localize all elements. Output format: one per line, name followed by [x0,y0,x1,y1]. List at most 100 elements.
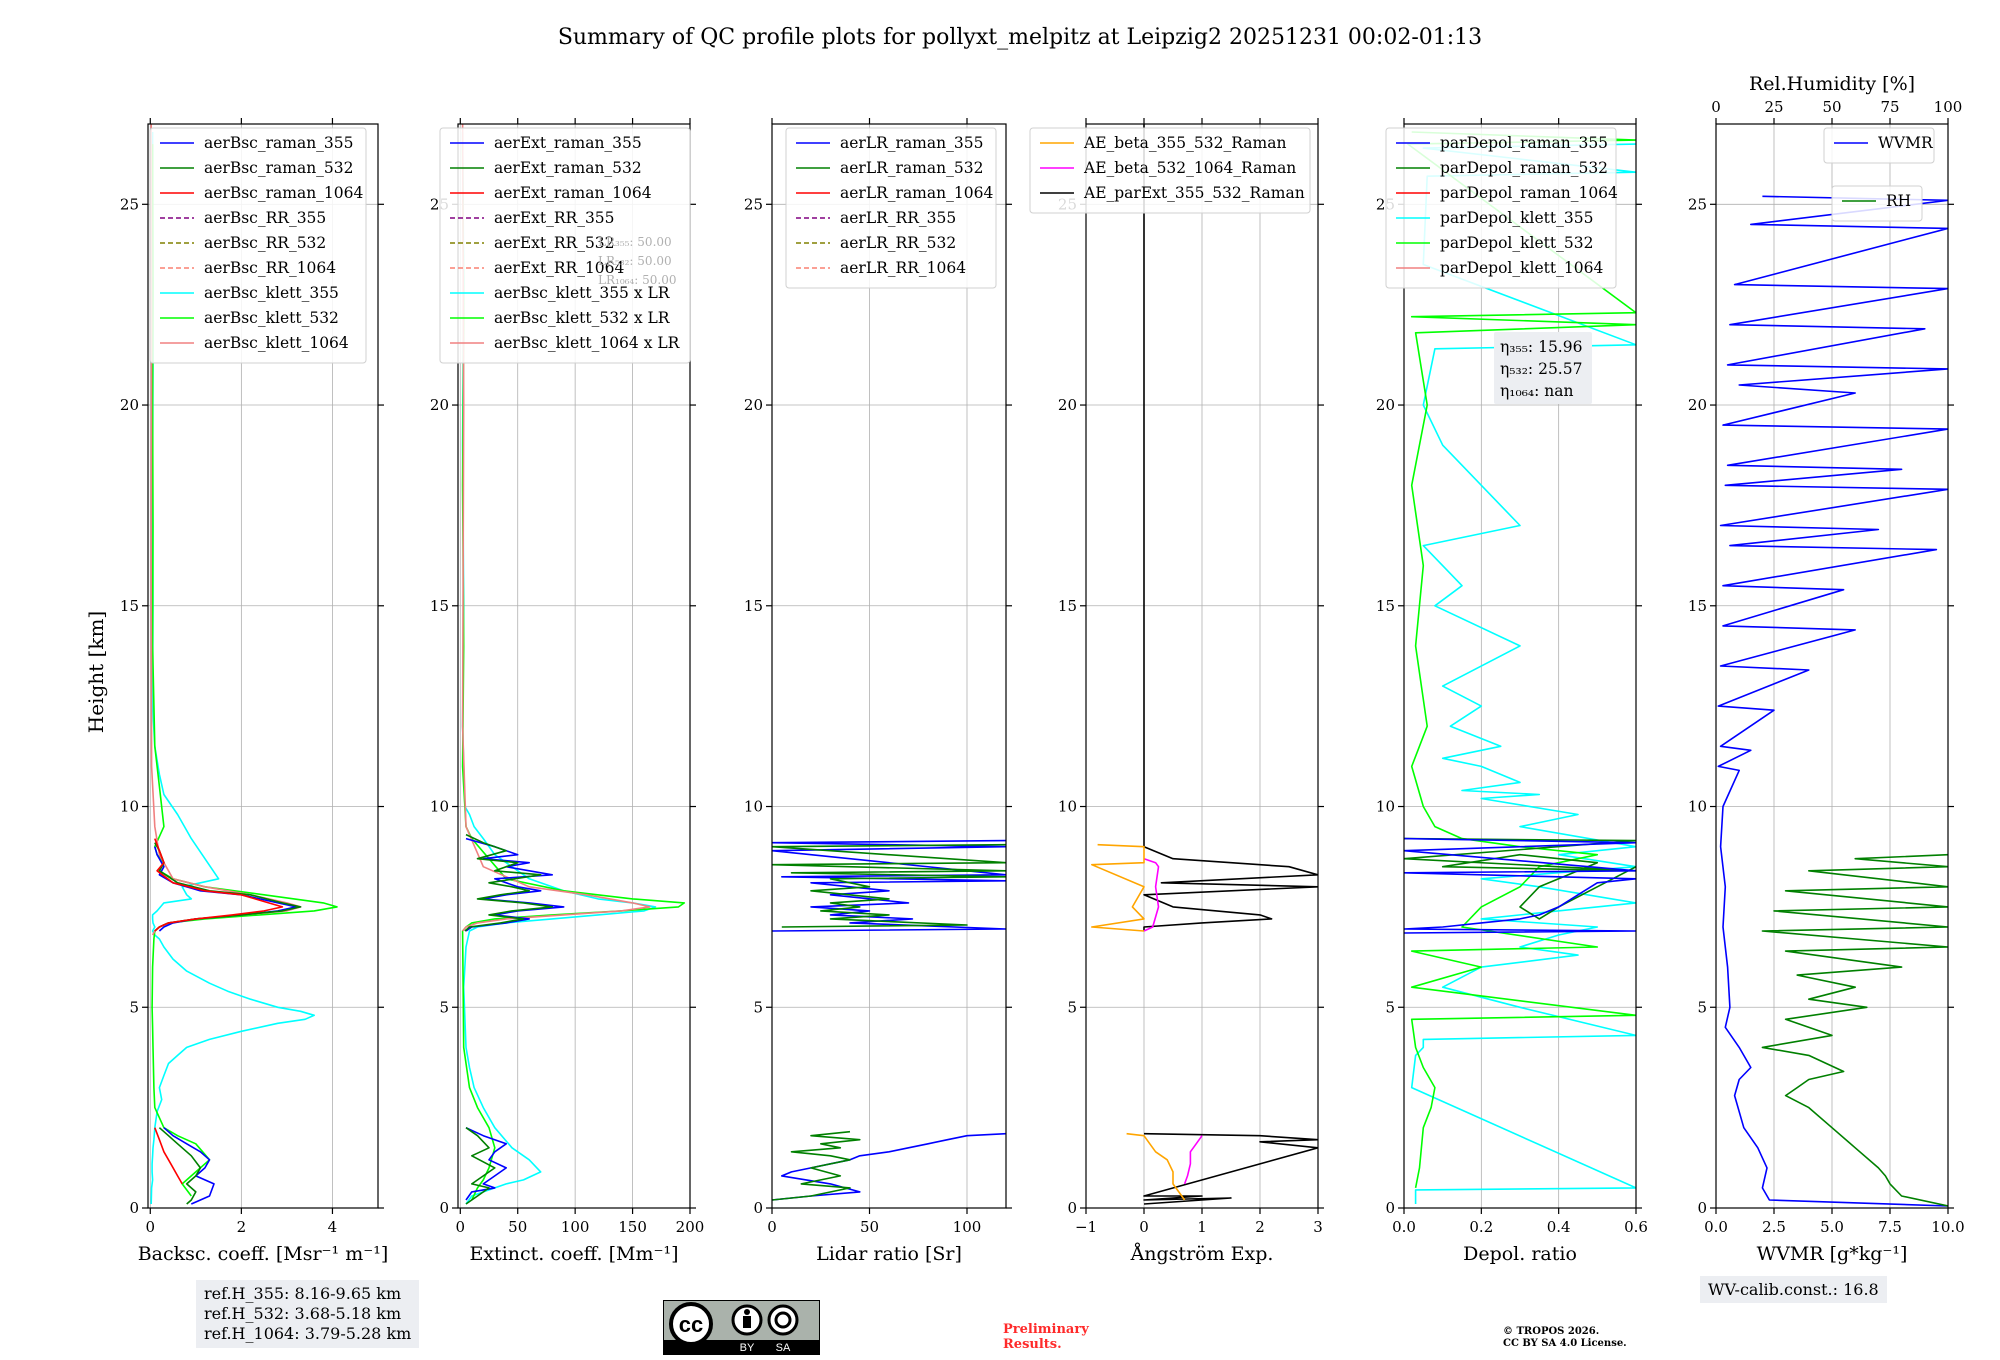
ref-height-1064: ref.H_1064: 3.79-5.28 km [204,1324,412,1343]
top-tick-label: 75 [1880,98,1899,116]
legend-label: parDepol_raman_355 [1440,134,1608,152]
x-tick-label: 50 [508,1218,527,1236]
series-aerlr-raman-532-low [772,1130,861,1201]
x-tick-label: 3 [1313,1218,1323,1236]
x-tick-label: 0 [456,1218,466,1236]
axes-frame [147,123,379,1209]
copyright-line-2: CC BY SA 4.0 License. [1503,1338,1627,1349]
x-tick-label: 0.0 [1704,1218,1728,1236]
lr-label: LR₅₃₂: 50.00 [598,254,672,268]
legend-label: WVMR [1878,134,1934,152]
x-tick-label: 5.0 [1820,1218,1844,1236]
top-axis-label: Rel.Humidity [%] [1749,73,1915,95]
series-aerbsc-klett-355 [150,132,316,1205]
legend-label: aerBsc_RR_532 [204,234,326,252]
y-tick-label: 20 [744,396,763,414]
eta-label: η₃₅₅: 15.96 [1500,338,1582,356]
series-pardepol-raman-355 [1404,837,1636,934]
legend-label: aerBsc_klett_1064 [204,334,349,352]
series-aerext-raman-532-low [465,1127,496,1205]
legend-label: AE_parExt_355_532_Raman [1083,184,1305,202]
legend-label: aerExt_RR_355 [494,209,615,227]
axes-frame [1403,123,1637,1209]
x-tick-label: 0.0 [1392,1218,1416,1236]
series-aerbsc-raman-1064-low [154,1127,183,1185]
x-axis-label: WVMR [g*kg⁻¹] [1757,1243,1908,1265]
y-tick-label: 15 [430,597,449,615]
legend: parDepol_raman_355 parDepol_raman_532 parD… [1385,127,1618,289]
preliminary-line-2: Results. [1003,1337,1062,1352]
x-tick-label: 4 [328,1218,338,1236]
y-tick-label: 25 [744,195,763,213]
y-tick-label: 25 [120,195,139,213]
legend-label: aerLR_RR_532 [840,234,956,252]
legend-label: aerBsc_raman_532 [204,159,354,177]
x-tick-label: 0 [1139,1218,1149,1236]
legend-frame [1823,127,1935,164]
x-tick-label: 100 [953,1218,982,1236]
y-tick-label: 15 [744,597,763,615]
series-aerext-raman-532 [464,833,554,932]
panel-1: 0 2 4 0 5 10 15 20 25 Backsc. coeff. [Msr⁻¹ m⁻¹] a… [120,118,388,1265]
y-tick-label: 20 [120,396,139,414]
cc-by-sa-logo: cc BY SA [663,1300,820,1355]
cc-mark: cc [679,1312,703,1337]
legend-label: aerExt_RR_532 [494,234,615,252]
series-pardepol-klett-355 [1410,143,1636,1204]
eta-label: η₅₃₂: 25.57 [1500,360,1582,378]
legend: WVMR [1823,127,1935,164]
legend-label: aerBsc_klett_532 x LR [494,309,671,327]
series-ae-parext-355-532-raman-low [1143,1132,1318,1205]
panels: 0 2 4 0 5 10 15 20 25 Backsc. coeff. [Msr⁻¹ m⁻¹] a… [120,73,1965,1265]
reference-heights-box: ref.H_355: 8.16-9.65 km ref.H_532: 3.68-… [196,1280,420,1348]
x-tick-label: 100 [561,1218,590,1236]
legend-label: AE_beta_532_1064_Raman [1083,159,1296,177]
legend-label: aerBsc_raman_355 [204,134,354,152]
x-tick-label: 2 [1255,1218,1265,1236]
preliminary-line-1: Preliminary [1003,1322,1089,1337]
legend-label: parDepol_klett_532 [1440,234,1593,252]
series-rh [1761,853,1948,1207]
plot-area [1404,131,1636,1204]
legend-label: aerExt_raman_1064 [494,184,652,202]
legend-frame [439,127,691,364]
x-axis-label: Depol. ratio [1463,1243,1577,1265]
series-aerbsc-raman-355-low [163,1127,215,1205]
x-axis-label: Backsc. coeff. [Msr⁻¹ m⁻¹] [138,1243,389,1265]
y-tick-label: 10 [1688,798,1707,816]
eta-box [1494,332,1592,404]
y-tick-label: 10 [120,798,139,816]
y-tick-label: 20 [1376,396,1395,414]
y-tick-label: 20 [430,396,449,414]
legend-label: aerExt_RR_1064 [494,259,625,277]
by-label: BY [740,1342,755,1354]
y-tick-label: 0 [753,1199,763,1217]
y-tick-label: 5 [1697,998,1707,1016]
y-tick-label: 0 [129,1199,139,1217]
x-tick-label: 50 [860,1218,879,1236]
eta-label: η₁₀₆₄: nan [1500,382,1574,400]
top-tick-label: 50 [1822,98,1841,116]
x-tick-label: 7.5 [1878,1218,1902,1236]
y-tick-label: 10 [744,798,763,816]
series-pardepol-klett-532 [1407,131,1636,1189]
legend-label: parDepol_klett_355 [1440,209,1593,227]
figure-title: Summary of QC profile plots for pollyxt_… [558,25,1482,50]
x-tick-label: 200 [676,1218,705,1236]
legend-frame [1029,127,1311,214]
x-tick-label: 2.5 [1762,1218,1786,1236]
preliminary-note: Preliminary Results. [1003,1322,1089,1352]
y-tick-label: 5 [753,998,763,1016]
y-tick-label: 20 [1058,396,1077,414]
series-ae-beta-355-532-raman-low [1126,1132,1186,1201]
legend-secondary: RH [1831,185,1923,222]
y-tick-label: 15 [120,597,139,615]
series-aerbsc-raman-532-low [158,1127,202,1205]
panel-4: −101230510152025Ångström Exp.AE_beta_355… [1029,118,1324,1265]
sa-label: SA [776,1342,791,1354]
legend-label: parDepol_raman_532 [1440,159,1608,177]
y-tick-label: 10 [1058,798,1077,816]
x-tick-label: −1 [1075,1218,1097,1236]
legend: aerBsc_raman_355 aerBsc_raman_532 aerBsc_r… [149,127,367,364]
